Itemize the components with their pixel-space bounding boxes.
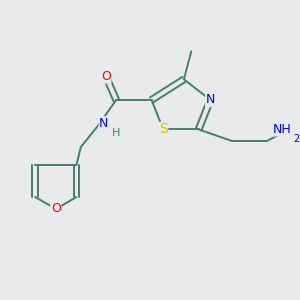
- Text: NH: NH: [273, 123, 292, 136]
- Text: N: N: [99, 117, 109, 130]
- Text: O: O: [51, 202, 61, 215]
- Text: O: O: [101, 70, 111, 83]
- Text: S: S: [159, 122, 168, 136]
- Text: 2: 2: [293, 134, 299, 144]
- Text: H: H: [111, 128, 120, 138]
- Text: N: N: [206, 94, 215, 106]
